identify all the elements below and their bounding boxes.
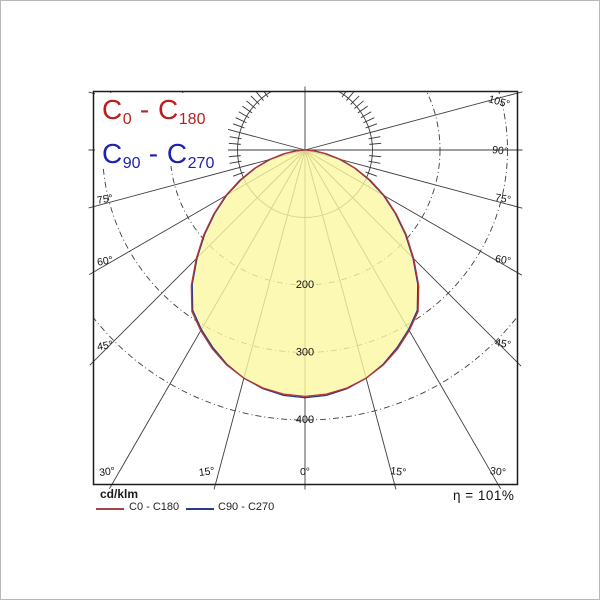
legend-label-c0: C0 - C180 (129, 501, 180, 513)
angle-label-bottom: 30° (489, 465, 506, 479)
angle-label-right: 60° (494, 253, 512, 268)
radial-label: 200 (296, 279, 314, 291)
legend-swatch-c0 (96, 508, 124, 510)
angle-gridline (304, 91, 523, 151)
curve-c0-c180 (190, 149, 420, 398)
five-degree-tick (232, 171, 245, 177)
legend-c0-c180: C0 - C180 (102, 94, 206, 128)
five-degree-tick (232, 123, 245, 129)
intensity-fill (191, 150, 419, 397)
five-degree-tick (242, 105, 253, 114)
five-degree-tick (357, 105, 368, 114)
angle-label-right: 90° (491, 144, 508, 158)
legend-swatch-c90 (186, 508, 214, 510)
distribution-curves (190, 149, 420, 399)
radial-label: 300 (296, 347, 314, 359)
angle-label-left: 75° (96, 192, 114, 207)
plot-border (92, 90, 519, 486)
angle-label-left: 45° (96, 339, 114, 354)
five-degree-tick (229, 160, 242, 164)
cplane-legend-box: C0 - C180 C90 - C270 (95, 93, 228, 172)
five-degree-tick (238, 111, 250, 119)
five-degree-tick (369, 142, 382, 145)
angle-label-right: 45° (494, 337, 512, 352)
angle-label-bottom: 15° (198, 465, 215, 479)
five-degree-tick (228, 142, 241, 145)
radial-label: 400 (296, 414, 314, 426)
five-degree-tick (229, 136, 242, 140)
angle-label-right: 75° (494, 192, 512, 207)
five-degree-tick (368, 160, 381, 164)
angle-label-left: 60° (96, 254, 114, 269)
legend-label-c90: C90 - C270 (218, 501, 275, 513)
five-degree-tick (346, 91, 355, 101)
five-degree-tick (368, 136, 381, 140)
efficiency-label: η = 101% (453, 488, 515, 503)
five-degree-tick (363, 117, 375, 124)
angle-label-right: 105° (487, 93, 511, 111)
five-degree-tick (350, 95, 360, 105)
five-degree-tick (255, 91, 264, 101)
angle-label-bottom: 0° (300, 466, 310, 478)
five-degree-tick (369, 155, 382, 158)
five-degree-tick (250, 95, 260, 105)
five-degree-tick (360, 111, 372, 119)
five-degree-tick (365, 171, 378, 177)
five-degree-tick (365, 123, 378, 129)
unit-label: cd/klm (100, 487, 139, 501)
five-degree-tick (354, 100, 364, 109)
angle-label-bottom: 30° (98, 465, 115, 479)
legend-c90-c270: C90 - C270 (102, 138, 215, 172)
five-degree-tick (246, 100, 256, 109)
angle-label-bottom: 15° (390, 465, 407, 479)
five-degree-tick (228, 155, 241, 158)
five-degree-tick (235, 117, 247, 124)
